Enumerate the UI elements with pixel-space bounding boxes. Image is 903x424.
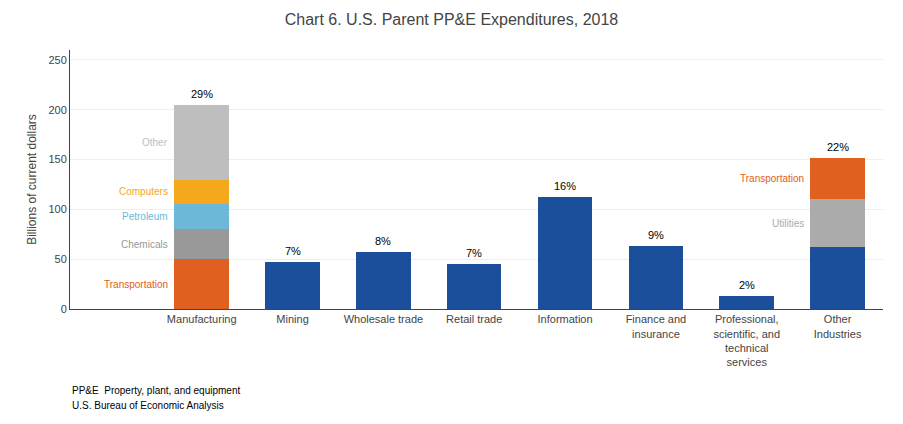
svg-text:9%: 9% xyxy=(648,229,664,241)
svg-text:Transportation: Transportation xyxy=(740,173,804,184)
svg-text:Billions of current dollars: Billions of current dollars xyxy=(25,114,39,245)
svg-text:7%: 7% xyxy=(466,247,482,259)
svg-text:0: 0 xyxy=(61,303,67,315)
svg-text:OtherIndustries: OtherIndustries xyxy=(814,313,862,339)
svg-text:29%: 29% xyxy=(191,88,213,100)
svg-text:22%: 22% xyxy=(827,141,849,153)
svg-text:Finance andinsurance: Finance andinsurance xyxy=(626,313,687,339)
svg-text:Transportation: Transportation xyxy=(104,279,168,290)
svg-text:2%: 2% xyxy=(739,279,755,291)
svg-text:Mining: Mining xyxy=(276,313,308,325)
svg-text:U.S. Bureau of Economic Analys: U.S. Bureau of Economic Analysis xyxy=(72,400,224,411)
svg-text:Petroleum: Petroleum xyxy=(122,211,168,222)
svg-text:Other: Other xyxy=(142,137,168,148)
svg-text:Manufacturing: Manufacturing xyxy=(167,313,237,325)
svg-text:Information: Information xyxy=(538,313,593,325)
svg-text:50: 50 xyxy=(55,253,67,265)
svg-text:Chart 6. U.S. Parent PP&E Expe: Chart 6. U.S. Parent PP&E Expenditures, … xyxy=(285,11,619,28)
svg-text:Wholesale trade: Wholesale trade xyxy=(344,313,424,325)
svg-text:Chemicals: Chemicals xyxy=(121,239,168,250)
svg-text:8%: 8% xyxy=(375,235,391,247)
svg-text:250: 250 xyxy=(48,54,66,66)
svg-text:Utilities: Utilities xyxy=(772,218,804,229)
svg-text:Retail trade: Retail trade xyxy=(446,313,502,325)
svg-text:150: 150 xyxy=(48,153,66,165)
svg-text:Computers: Computers xyxy=(119,186,168,197)
svg-text:16%: 16% xyxy=(554,180,576,192)
svg-text:PP&E Property, plant, and equ: PP&E Property, plant, and equipment xyxy=(72,385,240,396)
svg-text:100: 100 xyxy=(48,203,66,215)
svg-text:Professional,scientific, andte: Professional,scientific, andtechnicalser… xyxy=(713,313,780,368)
svg-text:7%: 7% xyxy=(285,245,301,257)
svg-text:200: 200 xyxy=(48,104,66,116)
